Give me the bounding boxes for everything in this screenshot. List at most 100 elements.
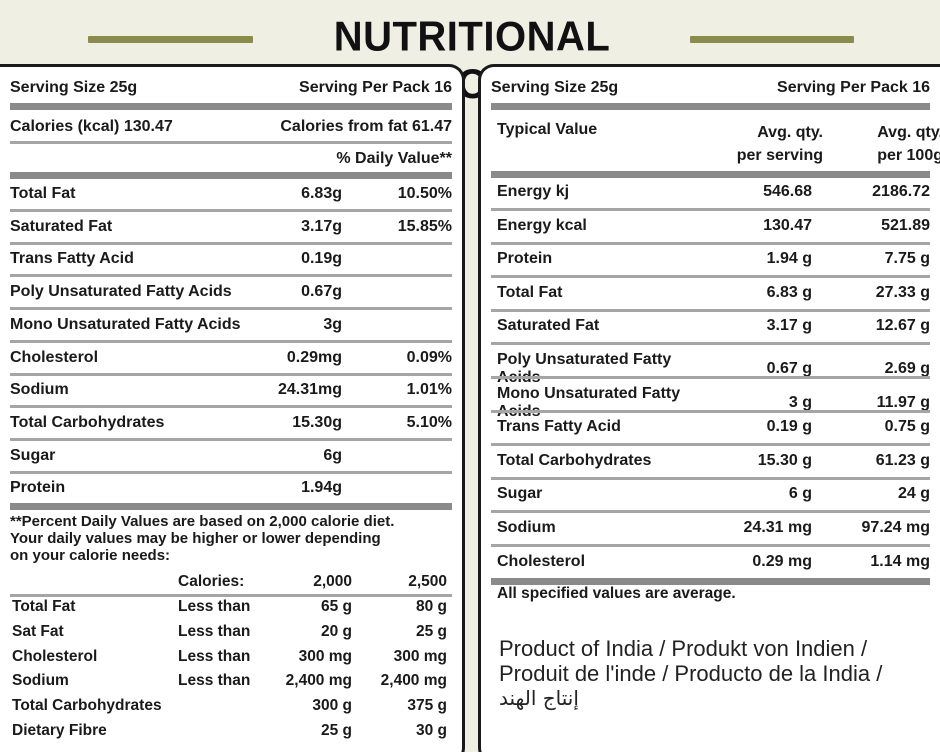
per-serving-value: 3 g <box>788 393 812 411</box>
dv-value-2000: 300 mg <box>298 647 352 665</box>
calories: Calories (kcal) 130.47 <box>10 118 173 135</box>
dv-value-2500: 80 g <box>415 598 447 615</box>
divider <box>491 409 930 413</box>
divider <box>491 308 930 312</box>
col-per-100g: Avg. qty. per 100g <box>841 121 940 167</box>
nutrient-amount: 1.94g <box>301 479 342 497</box>
divider <box>491 376 930 379</box>
divider <box>10 339 452 343</box>
dv-calories-2500: 2,500 <box>408 573 447 590</box>
nutrient-row: Saturated Fat 3.17g 15.85% <box>10 218 452 236</box>
dv-condition: Less than <box>178 672 251 690</box>
dv-value-2000: 25 g <box>320 722 352 739</box>
calories-row: Calories (kcal) 130.47 Calories from fat… <box>10 118 452 136</box>
nutrient-name: Total Carbohydrates <box>10 413 165 431</box>
serving-row: Serving Size 25g Serving Per Pack 16 <box>10 79 452 97</box>
nutrient-row: Cholesterol 0.29mg 0.09% <box>10 349 452 367</box>
serving-size: Serving Size 25g <box>491 79 619 96</box>
divider <box>10 405 452 409</box>
divider <box>10 437 452 441</box>
nutrient-name: Sugar <box>497 485 543 503</box>
divider <box>491 577 930 585</box>
nutrient-name: Sugar <box>10 446 56 464</box>
nutrient-row: Protein 1.94g <box>10 479 452 497</box>
nutrient-name: Poly Unsaturated Fatty Acids <box>10 283 232 301</box>
dv-value-2000: 20 g <box>320 622 352 640</box>
per-100g-value: 12.67 g <box>875 317 930 335</box>
nutrient-daily-value: 5.10% <box>406 413 452 431</box>
nutrient-amount: 24.31mg <box>277 381 342 399</box>
nutrient-name: Saturated Fat <box>497 317 600 335</box>
per-serving-value: 0.19 g <box>766 418 812 436</box>
per-100g-value: 11.97 g <box>876 393 930 411</box>
per-100g-value: 24 g <box>897 485 930 503</box>
serving-size: Serving Size 25g <box>10 79 138 96</box>
dv-value-2500: 375 g <box>407 697 447 715</box>
col-per-serving-line2: per serving <box>736 147 823 164</box>
dv-value-2500: 30 g <box>415 722 447 739</box>
dv-condition: Less than <box>178 598 251 615</box>
divider <box>10 274 452 278</box>
nutrient-name: Protein <box>497 250 553 268</box>
nutrient-name: Total Fat <box>10 185 76 202</box>
nutrient-row: Energy kcal 130.47 521.89 <box>491 217 930 235</box>
col-typical-value: Typical Value <box>497 121 598 138</box>
nutrient-name: Cholesterol <box>497 552 586 570</box>
daily-value-header: % Daily Value** <box>336 150 452 167</box>
nutrient-row: Total Fat 6.83g 10.50% <box>10 185 452 203</box>
nutrient-daily-value: 0.09% <box>406 348 452 366</box>
divider <box>491 342 930 346</box>
nutrient-name: Total Fat <box>497 283 563 301</box>
nutrient-name: Saturated Fat <box>10 217 113 235</box>
nutrient-amount: 15.30g <box>292 413 342 431</box>
divider <box>491 443 930 447</box>
serving-row: Serving Size 25g Serving Per Pack 16 <box>491 79 930 97</box>
dv-value-2500: 25 g <box>415 622 447 640</box>
col-per-serving-line1: Avg. qty. <box>757 124 823 141</box>
divider <box>491 476 930 480</box>
nutrient-row: Total Carbohydrates 15.30g 5.10% <box>10 414 452 432</box>
origin-line: Product of India / Produkt von Indien / <box>499 636 868 661</box>
dv-condition: Less than <box>178 647 251 665</box>
divider <box>10 307 452 311</box>
dv-value-2500: 2,400 mg <box>380 672 447 690</box>
per-100g-value: 2.69 g <box>884 360 930 377</box>
nutrient-amount: 3.17g <box>301 217 342 235</box>
daily-value-row: % Daily Value** <box>10 150 452 168</box>
footnote: **Percent Daily Values are based on 2,00… <box>10 513 394 564</box>
nutrient-row: Sugar 6g <box>10 447 452 465</box>
per-100g-value: 27.33 g <box>875 283 930 301</box>
serving-per-pack: Serving Per Pack 16 <box>299 79 452 96</box>
dv-value-2000: 2,400 mg <box>285 672 352 690</box>
nutrient-amount: 0.29mg <box>286 348 342 366</box>
nutrient-daily-value: 15.85% <box>397 217 452 235</box>
dv-value-2500: 300 mg <box>393 647 447 665</box>
nutrient-name: Trans Fatty Acid <box>497 418 621 436</box>
per-100g-value: 0.75 g <box>884 418 930 436</box>
per-100g-value: 7.75 g <box>884 250 930 268</box>
nutrient-name: Cholesterol <box>10 348 99 366</box>
per-serving-value: 15.30 g <box>757 451 812 469</box>
divider <box>10 241 452 245</box>
calories-from-fat: Calories from fat 61.47 <box>280 118 452 135</box>
dv-nutrient-name: Total Carbohydrates <box>12 697 162 715</box>
dv-nutrient-name: Sat Fat <box>12 622 64 640</box>
nutrient-name: Sodium <box>10 381 69 399</box>
footnote-line: Your daily values may be higher or lower… <box>10 530 381 547</box>
per-serving-value: 6 g <box>788 485 812 503</box>
per-serving-value: 0.29 mg <box>752 552 812 570</box>
nutrient-row: Poly Unsaturated Fatty Acids 0.67 g 2.69 g <box>491 351 930 387</box>
nutrient-row: Sodium 24.31mg 1.01% <box>10 381 452 399</box>
nutrient-row: Total Carbohydrates 15.30 g 61.23 g <box>491 452 930 470</box>
nutrient-amount: 0.67g <box>301 283 342 301</box>
nutrient-row: Protein 1.94 g 7.75 g <box>491 250 930 268</box>
dv-nutrient-name: Total Fat <box>12 598 76 615</box>
per-100g-value: 2186.72 <box>872 183 930 200</box>
dv-condition: Less than <box>178 622 251 640</box>
dv-calories-label: Calories: <box>178 573 245 590</box>
col-per-100g-line2: per 100g <box>877 147 940 164</box>
footnote-line: on your calorie needs: <box>10 547 171 564</box>
us-nutrition-panel: Serving Size 25g Serving Per Pack 16 Cal… <box>0 64 465 752</box>
divider <box>491 544 930 547</box>
average-note: All specified values are average. <box>497 585 736 602</box>
